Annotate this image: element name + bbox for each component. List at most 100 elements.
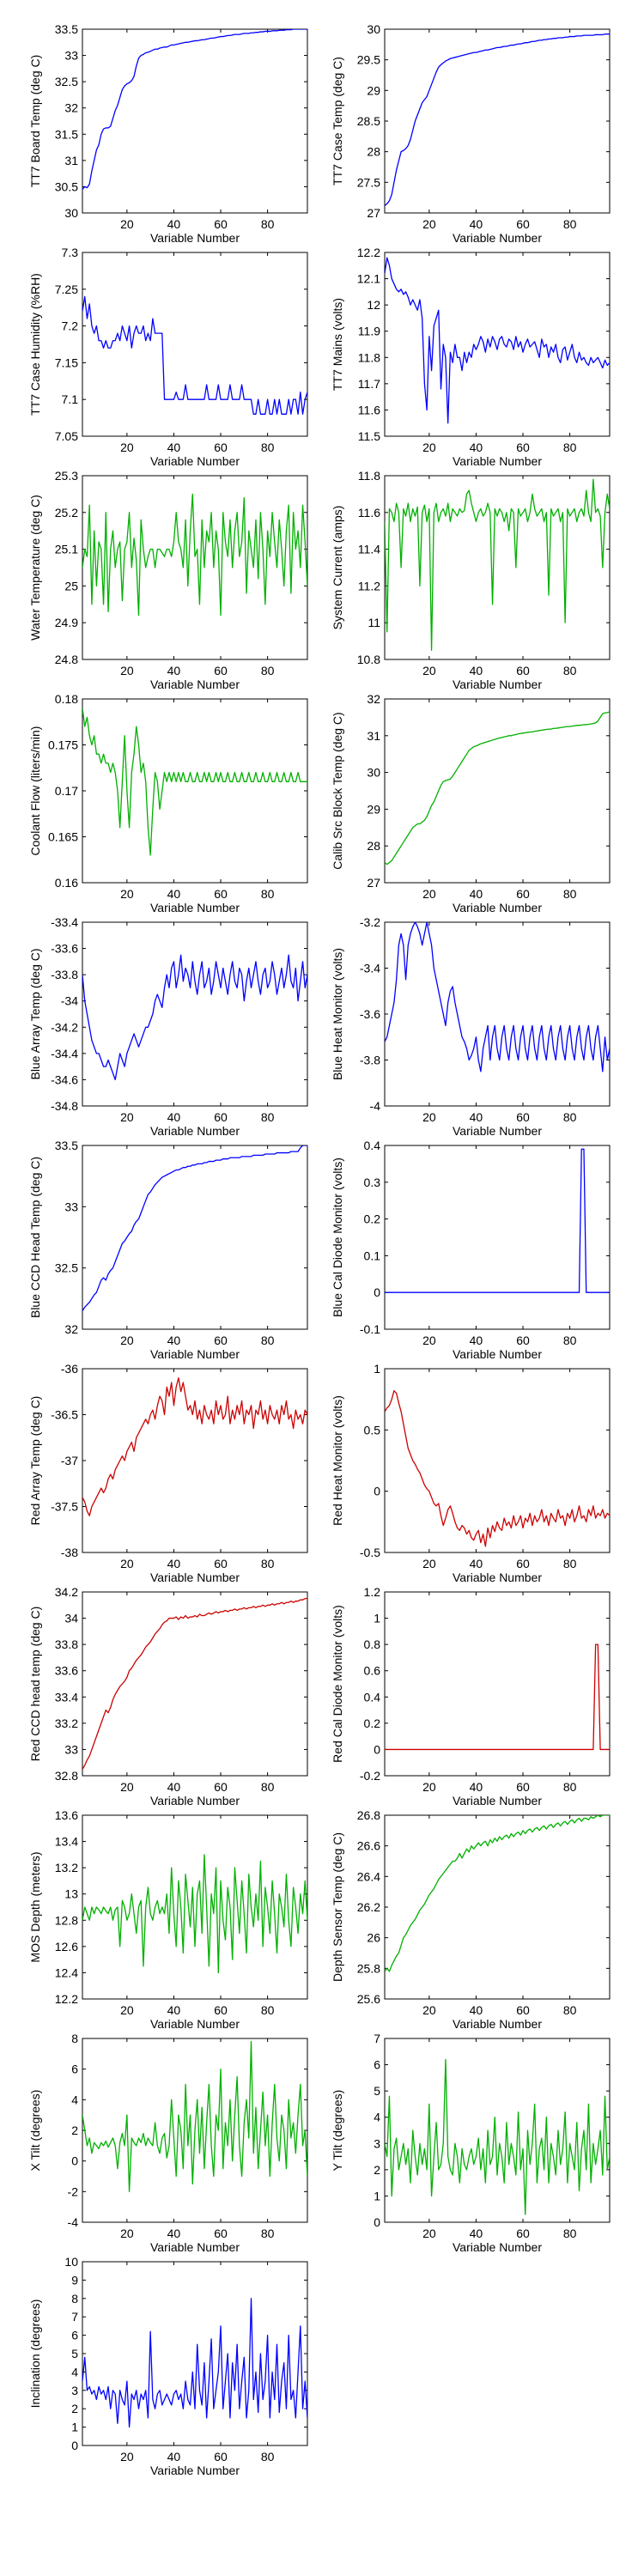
chart-4-ytick-label: 12.2 — [357, 246, 380, 259]
chart-13-xlabel: Variable Number — [150, 1571, 240, 1584]
chart-16-ytick-label: 0.4 — [364, 1690, 381, 1704]
chart-5-ytick-label: 25.2 — [55, 506, 78, 519]
chart-1-xtick-label: 60 — [214, 217, 228, 231]
chart-19-ytick-label: 6 — [71, 2063, 78, 2076]
chart-19-series-line — [82, 2040, 307, 2192]
chart-2-xtick-label: 80 — [563, 217, 577, 231]
chart-18-ytick-label: 25.8 — [357, 1961, 380, 1975]
chart-9-ytick-label: -33.4 — [51, 915, 78, 929]
chart-16-ytick-label: 1 — [374, 1612, 380, 1625]
chart-18-series-line — [385, 1815, 610, 1972]
chart-16-ytick-label: 0.6 — [364, 1664, 381, 1678]
chart-1-xlabel: Variable Number — [150, 231, 240, 245]
chart-3-ytick-label: 7.25 — [55, 283, 78, 296]
chart-3-series-line — [82, 295, 307, 415]
chart-8-ytick-label: 31 — [367, 729, 380, 743]
chart-9-xtick-label: 40 — [167, 1110, 181, 1124]
chart-13-xtick-label: 20 — [120, 1557, 134, 1571]
chart-13-xtick-label: 80 — [261, 1557, 275, 1571]
chart-13-ytick-label: -38 — [61, 1546, 78, 1559]
chart-11-series-line — [82, 1145, 307, 1311]
chart-15-ytick-label: 33 — [64, 1742, 78, 1756]
chart-3-ytick-label: 7.15 — [55, 355, 78, 369]
chart-17-xlabel: Variable Number — [150, 2017, 240, 2031]
chart-17-xtick-label: 60 — [214, 2003, 228, 2017]
chart-2-ytick-label: 28.5 — [357, 114, 380, 128]
chart-7: 20 40 60 80 0.16 0.165 0.17 0.175 0.18 Variable N… — [28, 692, 308, 914]
chart-3-ytick-label: 7.2 — [62, 319, 79, 333]
chart-21: 20 40 60 80 0 1 2 3 4 5 6 7 8 9 10 Variable Number Incli… — [28, 2255, 308, 2477]
chart-11: 20 40 60 80 32 32.5 33 33.5 Variable Number Blue … — [28, 1139, 308, 1361]
chart-8-axes-box — [384, 698, 611, 884]
chart-4-ytick-label: 12.1 — [357, 272, 380, 286]
chart-21-ytick-label: 2 — [71, 2402, 78, 2415]
chart-20-ytick-label: 1 — [374, 2189, 380, 2202]
chart-18-ylabel: Depth Sensor Temp (deg C) — [331, 1832, 344, 1982]
chart-19-xtick-label: 40 — [167, 2227, 181, 2240]
chart-15-ylabel: Red CCD head temp (deg C) — [28, 1607, 42, 1762]
chart-21-xtick-label: 60 — [214, 2450, 228, 2464]
chart-20-xlabel: Variable Number — [453, 2240, 542, 2254]
chart-1-ytick-label: 33.5 — [55, 22, 78, 36]
chart-4-series-line — [385, 257, 610, 424]
chart-14-axes-box — [384, 1368, 611, 1553]
chart-17-ylabel: MOS Depth (meters) — [28, 1851, 42, 1962]
chart-17-ytick-label: 13.6 — [55, 1808, 78, 1822]
chart-12-ytick-label: 0.4 — [364, 1139, 381, 1152]
chart-2-xtick-label: 60 — [516, 217, 530, 231]
chart-14-ytick-label: 0.5 — [364, 1423, 381, 1437]
chart-15-series-line — [82, 1597, 307, 1770]
chart-2-ytick-label: 27.5 — [357, 175, 380, 189]
chart-19-xtick-label: 20 — [120, 2227, 134, 2240]
chart-17: 20 40 60 80 12.2 12.4 12.6 12.8 13 13.2 13.4 13.6 Va… — [28, 1808, 308, 2031]
chart-14-series-line — [385, 1390, 610, 1547]
chart-4-ytick-label: 11.6 — [358, 403, 380, 416]
chart-10-xtick-label: 40 — [470, 1110, 483, 1124]
chart-7-xlabel: Variable Number — [150, 901, 240, 914]
chart-7-ytick-label: 0.175 — [48, 738, 78, 752]
chart-17-ytick-label: 12.8 — [55, 1913, 78, 1927]
chart-19-ytick-label: 0 — [71, 2154, 78, 2168]
chart-7-xtick-label: 40 — [167, 887, 181, 901]
chart-14-xtick-label: 80 — [563, 1557, 577, 1571]
chart-17-ytick-label: 12.6 — [55, 1940, 78, 1953]
chart-3-xtick-label: 40 — [167, 440, 181, 454]
chart-4: 20 40 60 80 11.5 11.6 11.7 11.8 11.9 12 12.1 12.2 Va… — [331, 246, 611, 468]
chart-17-ytick-label: 13.2 — [55, 1861, 78, 1874]
chart-6-series-line — [385, 478, 610, 651]
chart-9-xtick-label: 20 — [120, 1110, 134, 1124]
chart-18-axes-box — [384, 1814, 611, 2000]
chart-1-ytick-label: 31 — [64, 154, 78, 167]
chart-12-ytick-label: 0.3 — [364, 1176, 381, 1189]
chart-19: 20 40 60 80 -4 -2 0 2 4 6 8 Variable Number X Tilt (… — [28, 2032, 308, 2254]
chart-4-xtick-label: 40 — [470, 440, 483, 454]
chart-11-ytick-label: 32.5 — [55, 1261, 78, 1275]
chart-6-ytick-label: 11.4 — [358, 543, 380, 556]
chart-13-xtick-label: 60 — [214, 1557, 228, 1571]
chart-16-axes-box — [384, 1591, 611, 1777]
chart-15-axes-box — [82, 1591, 308, 1777]
chart-11-xtick-label: 80 — [261, 1334, 275, 1347]
chart-9-ytick-label: -33.8 — [51, 968, 78, 981]
chart-2: 20 40 60 80 27 27.5 28 28.5 29 29.5 30 Variable Num… — [331, 22, 611, 245]
chart-16-series-line — [385, 1643, 610, 1751]
chart-5-xtick-label: 40 — [167, 664, 181, 677]
chart-14-xtick-label: 20 — [422, 1557, 436, 1571]
chart-10-axes-box — [384, 921, 611, 1107]
chart-2-ytick-label: 29.5 — [357, 53, 380, 67]
chart-11-ytick-label: 33.5 — [55, 1139, 78, 1152]
chart-15-ytick-label: 33.4 — [55, 1690, 78, 1704]
chart-12-series-line — [385, 1148, 610, 1293]
chart-17-xtick-label: 20 — [120, 2003, 134, 2017]
chart-19-xtick-label: 60 — [214, 2227, 228, 2240]
chart-10-ytick-label: -3.8 — [360, 1054, 380, 1067]
chart-15: 20 40 60 80 32.8 33 33.2 33.4 33.6 33.8 34 34.2 Vari… — [28, 1585, 308, 1807]
chart-18-ytick-label: 26.4 — [357, 1869, 380, 1883]
chart-4-ytick-label: 11.5 — [358, 429, 380, 443]
chart-18-ytick-label: 26 — [367, 1931, 380, 1945]
chart-2-ytick-label: 30 — [367, 22, 380, 36]
chart-14-ytick-label: 0 — [374, 1485, 380, 1498]
chart-21-ylabel: Inclination (degrees) — [28, 2300, 42, 2409]
chart-3-xtick-label: 60 — [214, 440, 228, 454]
chart-18-ytick-label: 25.6 — [357, 1992, 380, 2006]
